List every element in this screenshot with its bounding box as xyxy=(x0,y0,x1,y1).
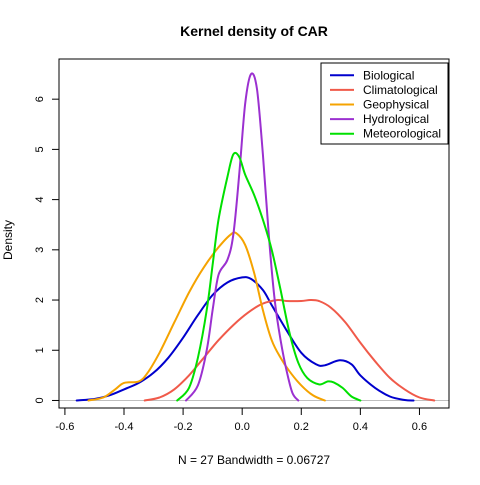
legend: BiologicalClimatologicalGeophysicalHydro… xyxy=(320,62,449,145)
x-axis-label: N = 27 Bandwidth = 0.06727 xyxy=(178,453,330,467)
series-line-meteorological xyxy=(176,151,362,402)
x-tick-label: 0.4 xyxy=(353,421,368,433)
y-tick-label: 5 xyxy=(34,146,46,152)
x-tick-label: 0.2 xyxy=(294,421,309,433)
x-tick-label: -0.6 xyxy=(55,421,74,433)
legend-label: Climatological xyxy=(363,83,438,97)
chart-title: Kernel density of CAR xyxy=(180,23,328,39)
y-tick-label: 3 xyxy=(34,247,46,253)
y-tick-label: 2 xyxy=(34,297,46,303)
x-tick-label: 0.0 xyxy=(235,421,250,433)
plot-frame xyxy=(58,58,450,409)
y-tick-label: 1 xyxy=(34,347,46,353)
y-axis-label: Density xyxy=(1,220,15,260)
y-tick-label: 4 xyxy=(34,197,46,203)
x-tick-label: -0.2 xyxy=(174,421,193,433)
legend-label: Hydrological xyxy=(363,112,429,126)
y-tick-label: 0 xyxy=(34,397,46,403)
density-curves xyxy=(75,72,436,402)
x-tick-label: 0.6 xyxy=(412,421,427,433)
series-line-hydrological xyxy=(185,72,300,402)
y-tick-label: 6 xyxy=(34,96,46,102)
legend-label: Meteorological xyxy=(363,127,441,141)
x-tick-label: -0.4 xyxy=(115,421,134,433)
legend-label: Geophysical xyxy=(363,98,429,112)
legend-label: Biological xyxy=(363,68,414,82)
